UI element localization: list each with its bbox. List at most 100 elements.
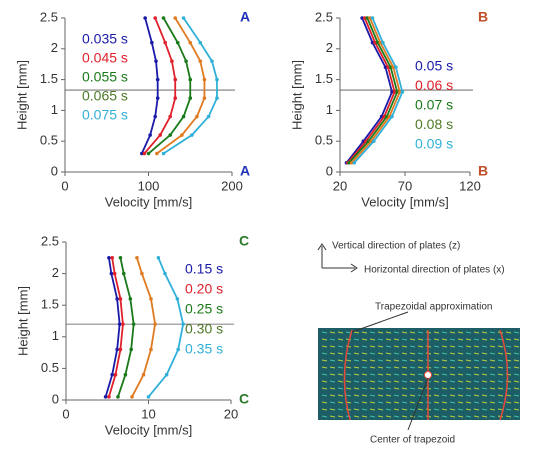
trapezoid-label: Trapezoidal approximation — [375, 302, 492, 313]
figure: Vertical direction of plates (z) Horizon… — [0, 0, 538, 452]
y-tick-label: 2.5 — [40, 9, 58, 24]
data-point — [162, 16, 166, 20]
data-point — [153, 322, 157, 326]
legend-label: 0.20 s — [185, 281, 223, 297]
x-tick-label: 0 — [62, 406, 69, 421]
data-point — [121, 322, 125, 326]
legend-label: 0.045 s — [82, 50, 128, 66]
data-point — [147, 395, 151, 399]
data-point — [173, 78, 177, 82]
data-point — [143, 152, 147, 156]
x-axis-label: Velocity [mm/s] — [105, 422, 192, 437]
y-tick-label: 0.5 — [41, 360, 59, 375]
data-point — [173, 16, 177, 20]
legend-label: 0.035 s — [82, 31, 128, 47]
data-point — [190, 133, 194, 137]
legend-label: 0.35 s — [185, 341, 223, 357]
data-point — [184, 59, 188, 63]
y-tick-label: 1 — [52, 328, 59, 343]
data-point — [140, 272, 144, 276]
data-point — [129, 297, 133, 301]
legend-label: 0.05 s — [415, 58, 453, 74]
data-point — [372, 139, 376, 143]
x-tick-label: 20 — [224, 406, 238, 421]
data-point — [163, 41, 167, 45]
x-tick-label: 10 — [141, 406, 155, 421]
y-tick-label: 2.5 — [41, 233, 59, 248]
data-point — [182, 16, 186, 20]
legend-label: 0.075 s — [82, 107, 128, 123]
horizontal-label: Horizontal direction of plates (x) — [364, 265, 505, 276]
data-point — [135, 256, 139, 260]
y-tick-label: 0.5 — [40, 133, 58, 148]
x-tick-label: 70 — [398, 178, 412, 193]
data-point — [149, 297, 153, 301]
corner-label: B — [478, 163, 488, 179]
data-point — [195, 115, 199, 119]
data-point — [154, 59, 158, 63]
corner-label: A — [240, 9, 250, 25]
x-tick-label: 100 — [138, 178, 160, 193]
data-point — [107, 395, 111, 399]
data-point — [132, 322, 136, 326]
data-point — [176, 41, 180, 45]
data-point — [115, 348, 119, 352]
data-point — [188, 41, 192, 45]
y-axis-label: Height [mm] — [15, 286, 30, 356]
y-axis-label: Height [mm] — [14, 60, 29, 130]
data-point — [165, 373, 169, 377]
data-point — [110, 256, 114, 260]
data-point — [147, 152, 151, 156]
legend-label: 0.07 s — [415, 97, 453, 113]
y-tick-label: 0.5 — [315, 133, 333, 148]
data-point — [176, 348, 180, 352]
data-point — [129, 348, 133, 352]
x-tick-label: 120 — [459, 178, 481, 193]
data-point — [203, 96, 207, 100]
data-point — [110, 272, 114, 276]
data-point — [118, 322, 122, 326]
y-tick-label: 2 — [326, 40, 333, 55]
data-point — [401, 90, 405, 94]
corner-label: B — [478, 9, 488, 25]
data-point — [390, 115, 394, 119]
y-tick-label: 0 — [326, 163, 333, 178]
data-point — [115, 297, 119, 301]
data-point — [122, 272, 126, 276]
data-point — [215, 78, 219, 82]
data-point — [143, 16, 147, 20]
diagram: Vertical direction of plates (z) Horizon… — [318, 241, 520, 446]
data-point — [119, 256, 123, 260]
legend-label: 0.30 s — [185, 321, 223, 337]
y-tick-label: 0 — [51, 163, 58, 178]
data-point — [371, 16, 375, 20]
data-point — [163, 272, 167, 276]
data-point — [153, 115, 157, 119]
series-line — [142, 18, 158, 154]
data-point — [148, 133, 152, 137]
data-point — [110, 373, 114, 377]
data-point — [168, 115, 172, 119]
y-tick-label: 1.5 — [40, 71, 58, 86]
legend-label: 0.08 s — [415, 116, 453, 132]
y-tick-label: 0 — [52, 391, 59, 406]
data-point — [162, 152, 166, 156]
data-point — [180, 133, 184, 137]
x-tick-label: 20 — [333, 178, 347, 193]
data-point — [158, 133, 162, 137]
data-point — [124, 373, 128, 377]
data-point — [181, 322, 185, 326]
center-dot — [425, 372, 432, 379]
data-point — [157, 256, 161, 260]
data-point — [207, 115, 211, 119]
data-point — [215, 96, 219, 100]
data-point — [130, 395, 134, 399]
x-tick-label: 0 — [61, 178, 68, 193]
data-point — [116, 395, 120, 399]
data-point — [381, 41, 385, 45]
y-tick-label: 1 — [51, 102, 58, 117]
data-point — [119, 297, 123, 301]
y-tick-label: 2 — [52, 265, 59, 280]
data-point — [142, 373, 146, 377]
corner-label: A — [240, 163, 250, 179]
